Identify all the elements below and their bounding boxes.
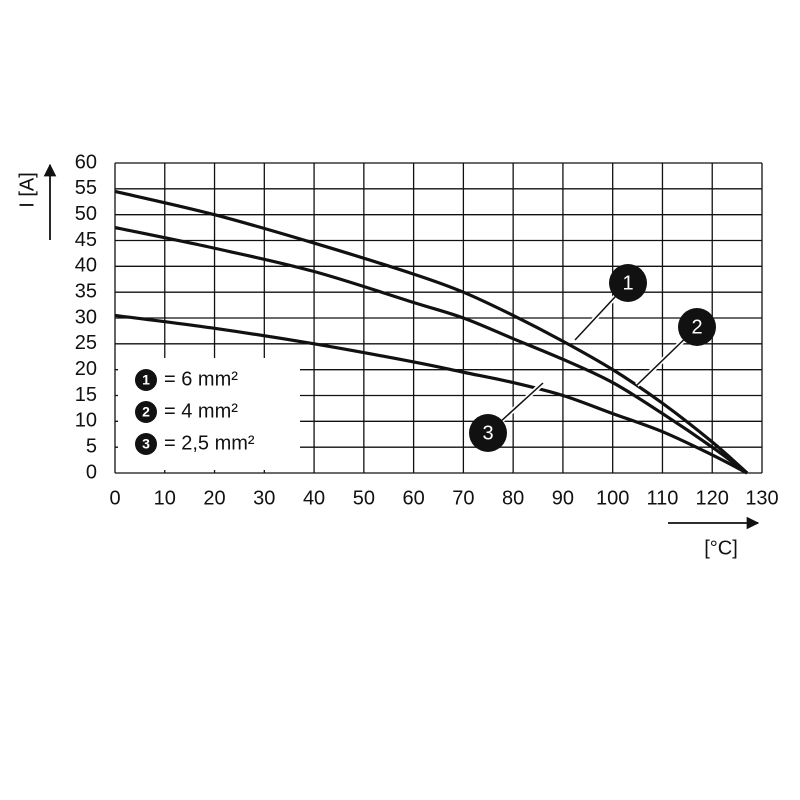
legend-marker-label: 2	[142, 404, 150, 420]
x-tick-label: 20	[203, 487, 225, 509]
y-tick-label: 50	[75, 203, 97, 225]
legend-label: = 2,5 mm²	[164, 432, 255, 454]
y-tick-label: 15	[75, 384, 97, 406]
callout-circle	[678, 308, 716, 346]
y-tick-label: 45	[75, 229, 97, 251]
callout-label: 1	[622, 272, 633, 294]
callout-circle	[609, 264, 647, 302]
y-axis-label: I [A]	[16, 172, 38, 208]
y-tick-label: 20	[75, 358, 97, 380]
callouts: 1 2 3	[469, 264, 716, 452]
legend-marker-label: 3	[142, 436, 150, 452]
y-tick-label: 55	[75, 177, 97, 199]
y-tick-label: 0	[86, 461, 97, 483]
legend-marker	[135, 401, 157, 423]
y-tick-label: 35	[75, 280, 97, 302]
legend-marker	[135, 433, 157, 455]
x-axis-label: [°C]	[704, 537, 738, 559]
legend-label: = 6 mm²	[164, 368, 238, 390]
callout-label: 3	[482, 422, 493, 444]
x-tick-label: 30	[253, 487, 275, 509]
y-tick-label: 25	[75, 332, 97, 354]
x-tick-label: 90	[552, 487, 574, 509]
legend-label: = 4 mm²	[164, 400, 238, 422]
x-tick-label: 0	[109, 487, 120, 509]
callout-label: 2	[691, 316, 702, 338]
curve	[114, 226, 749, 475]
y-tick-label: 30	[75, 306, 97, 328]
x-tick-label: 50	[353, 487, 375, 509]
legend-marker-label: 1	[142, 372, 150, 388]
x-tick-label: 10	[154, 487, 176, 509]
x-tick-label: 70	[452, 487, 474, 509]
y-tick-label: 40	[75, 255, 97, 277]
x-tick-label: 130	[745, 487, 778, 509]
curve	[114, 189, 749, 475]
x-tick-label: 100	[596, 487, 629, 509]
callout-circle	[469, 414, 507, 452]
y-tick-label: 60	[75, 151, 97, 173]
x-tick-label: 110	[647, 487, 679, 509]
x-tick-label: 80	[502, 487, 524, 509]
x-tick-label: 60	[402, 487, 424, 509]
x-tick-label: 120	[696, 487, 729, 509]
legend-marker	[135, 369, 157, 391]
legend: 1 = 6 mm² 2 = 4 mm² 3 = 2,5 mm²	[135, 368, 255, 455]
y-tick-label: 10	[75, 410, 97, 432]
y-tick-label: 5	[86, 435, 97, 457]
curves	[114, 189, 749, 475]
curve	[114, 313, 748, 475]
x-tick-label: 40	[303, 487, 325, 509]
